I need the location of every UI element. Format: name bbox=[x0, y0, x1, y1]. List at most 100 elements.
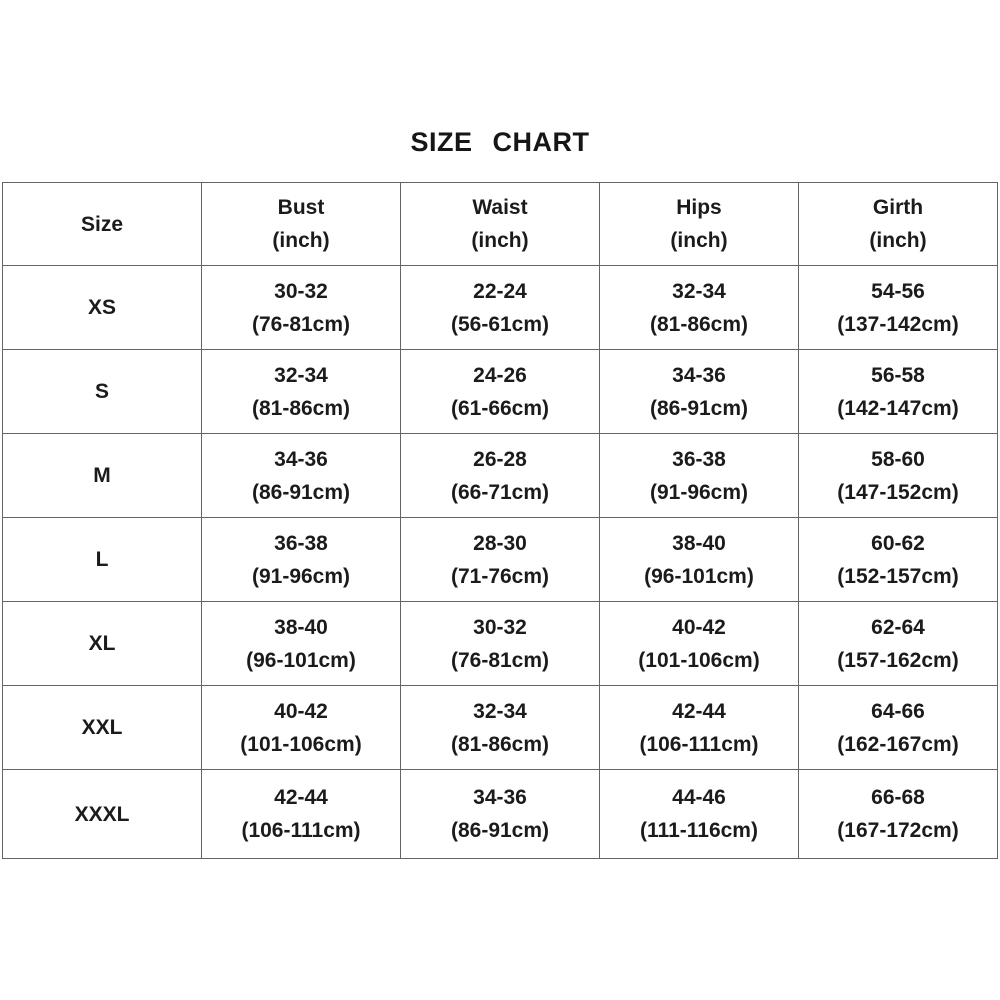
bust-cm-value: (76-81cm) bbox=[251, 312, 351, 336]
table-row-l: L 36-38 (91-96cm) 28-30 (71-76cm) 38-40 … bbox=[2, 517, 998, 602]
girth-cell: 62-64 (157-162cm) bbox=[798, 601, 998, 686]
girth-cm-value: (157-162cm) bbox=[837, 648, 959, 672]
table-body: XS 30-32 (76-81cm) 22-24 (56-61cm) 32-34… bbox=[2, 265, 998, 859]
waist-inch-value: 24-26 bbox=[473, 363, 527, 387]
size-label: XXL bbox=[81, 716, 123, 739]
size-label: XL bbox=[88, 632, 116, 655]
table-row-xl: XL 38-40 (96-101cm) 30-32 (76-81cm) 40-4… bbox=[2, 601, 998, 686]
column-header-label: Girth bbox=[872, 196, 924, 219]
bust-cm-value: (106-111cm) bbox=[241, 819, 361, 842]
column-header-size: Size bbox=[2, 182, 202, 266]
bust-cm-value: (96-101cm) bbox=[246, 648, 356, 672]
size-cell: L bbox=[2, 517, 202, 602]
hips-inch-value: 40-42 bbox=[672, 615, 726, 639]
girth-inch-value: 60-62 bbox=[871, 531, 925, 555]
bust-cm-value: (101-106cm) bbox=[240, 732, 362, 756]
hips-cm-value: (91-96cm) bbox=[649, 480, 749, 504]
column-header-unit: (inch) bbox=[272, 229, 330, 252]
bust-inch-value: 42-44 bbox=[274, 786, 328, 809]
column-header-label: Hips bbox=[676, 196, 722, 219]
waist-cm-value: (61-66cm) bbox=[450, 396, 550, 420]
page-title: SIZE CHART bbox=[410, 127, 590, 157]
bust-cm-value: (91-96cm) bbox=[251, 564, 351, 588]
hips-cm-value: (101-106cm) bbox=[638, 648, 760, 672]
size-label: S bbox=[94, 380, 109, 403]
girth-cell: 56-58 (142-147cm) bbox=[798, 349, 998, 434]
size-label: XS bbox=[87, 296, 116, 319]
hips-cell: 44-46 (111-116cm) bbox=[599, 769, 799, 859]
girth-cell: 60-62 (152-157cm) bbox=[798, 517, 998, 602]
hips-cm-value: (106-111cm) bbox=[639, 732, 759, 756]
waist-inch-value: 30-32 bbox=[473, 615, 527, 639]
column-header-bust: Bust (inch) bbox=[201, 182, 401, 266]
size-chart-table: Size Bust (inch) Waist (inch) Hips (inch… bbox=[2, 182, 998, 859]
bust-inch-value: 32-34 bbox=[274, 363, 328, 387]
hips-inch-value: 36-38 bbox=[672, 447, 726, 471]
table-header: Size Bust (inch) Waist (inch) Hips (inch… bbox=[2, 182, 998, 266]
header-row: Size Bust (inch) Waist (inch) Hips (inch… bbox=[2, 182, 998, 266]
girth-inch-value: 58-60 bbox=[871, 447, 925, 471]
girth-inch-value: 66-68 bbox=[871, 786, 925, 809]
waist-cell: 26-28 (66-71cm) bbox=[400, 433, 600, 518]
waist-cm-value: (56-61cm) bbox=[450, 312, 550, 336]
hips-cm-value: (96-101cm) bbox=[644, 564, 754, 588]
column-header-unit: (inch) bbox=[471, 229, 529, 252]
waist-inch-value: 22-24 bbox=[473, 279, 527, 303]
girth-cell: 64-66 (162-167cm) bbox=[798, 685, 998, 770]
column-header-girth: Girth (inch) bbox=[798, 182, 998, 266]
hips-cell: 38-40 (96-101cm) bbox=[599, 517, 799, 602]
bust-inch-value: 40-42 bbox=[274, 699, 328, 723]
waist-inch-value: 34-36 bbox=[473, 786, 527, 809]
girth-inch-value: 54-56 bbox=[871, 279, 925, 303]
hips-cell: 34-36 (86-91cm) bbox=[599, 349, 799, 434]
hips-inch-value: 38-40 bbox=[672, 531, 726, 555]
bust-inch-value: 34-36 bbox=[274, 447, 328, 471]
girth-cm-value: (137-142cm) bbox=[837, 312, 959, 336]
girth-cell: 54-56 (137-142cm) bbox=[798, 265, 998, 350]
bust-cell: 30-32 (76-81cm) bbox=[201, 265, 401, 350]
bust-cell: 34-36 (86-91cm) bbox=[201, 433, 401, 518]
girth-cm-value: (167-172cm) bbox=[837, 819, 959, 842]
bust-inch-value: 30-32 bbox=[274, 279, 328, 303]
table-row-xxxl: XXXL 42-44 (106-111cm) 34-36 (86-91cm) 4… bbox=[2, 769, 998, 859]
waist-cm-value: (66-71cm) bbox=[450, 480, 550, 504]
waist-cell: 30-32 (76-81cm) bbox=[400, 601, 600, 686]
bust-inch-value: 36-38 bbox=[274, 531, 328, 555]
girth-cell: 66-68 (167-172cm) bbox=[798, 769, 998, 859]
hips-cm-value: (111-116cm) bbox=[640, 819, 758, 842]
hips-cm-value: (81-86cm) bbox=[649, 312, 749, 336]
hips-cell: 36-38 (91-96cm) bbox=[599, 433, 799, 518]
bust-cell: 32-34 (81-86cm) bbox=[201, 349, 401, 434]
hips-cm-value: (86-91cm) bbox=[649, 396, 749, 420]
girth-cm-value: (147-152cm) bbox=[837, 480, 959, 504]
table-row-s: S 32-34 (81-86cm) 24-26 (61-66cm) 34-36 … bbox=[2, 349, 998, 434]
waist-cell: 28-30 (71-76cm) bbox=[400, 517, 600, 602]
girth-cell: 58-60 (147-152cm) bbox=[798, 433, 998, 518]
waist-cm-value: (71-76cm) bbox=[450, 564, 550, 588]
hips-inch-value: 42-44 bbox=[672, 699, 726, 723]
waist-cell: 34-36 (86-91cm) bbox=[400, 769, 600, 859]
bust-cm-value: (81-86cm) bbox=[251, 396, 351, 420]
waist-cell: 22-24 (56-61cm) bbox=[400, 265, 600, 350]
column-header-unit: (inch) bbox=[869, 229, 927, 252]
hips-cell: 42-44 (106-111cm) bbox=[599, 685, 799, 770]
column-header-label: Size bbox=[80, 212, 124, 236]
size-cell: XL bbox=[2, 601, 202, 686]
size-cell: XXXL bbox=[2, 769, 202, 859]
girth-inch-value: 64-66 bbox=[871, 699, 925, 723]
girth-inch-value: 56-58 bbox=[871, 363, 925, 387]
waist-cm-value: (81-86cm) bbox=[450, 732, 550, 756]
waist-cm-value: (76-81cm) bbox=[450, 648, 550, 672]
hips-inch-value: 32-34 bbox=[672, 279, 726, 303]
bust-cell: 42-44 (106-111cm) bbox=[201, 769, 401, 859]
waist-inch-value: 32-34 bbox=[473, 699, 527, 723]
size-label: M bbox=[93, 464, 111, 487]
hips-cell: 32-34 (81-86cm) bbox=[599, 265, 799, 350]
bust-inch-value: 38-40 bbox=[274, 615, 328, 639]
size-cell: S bbox=[2, 349, 202, 434]
hips-inch-value: 44-46 bbox=[672, 786, 726, 809]
girth-inch-value: 62-64 bbox=[871, 615, 925, 639]
table-row-xxl: XXL 40-42 (101-106cm) 32-34 (81-86cm) 42… bbox=[2, 685, 998, 770]
waist-cell: 32-34 (81-86cm) bbox=[400, 685, 600, 770]
